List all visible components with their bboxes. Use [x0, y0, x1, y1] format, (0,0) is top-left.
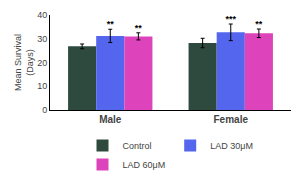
- svg-text:Mean Survival(Days): Mean Survival(Days): [13, 34, 35, 91]
- svg-text:**: **: [255, 19, 263, 29]
- svg-text:LAD 30μM: LAD 30μM: [210, 141, 253, 151]
- svg-text:Male: Male: [99, 114, 122, 125]
- svg-text:**: **: [135, 23, 143, 33]
- svg-text:Control: Control: [123, 141, 152, 151]
- svg-text:20: 20: [37, 58, 47, 68]
- svg-text:***: ***: [225, 14, 236, 24]
- svg-text:**: **: [107, 19, 115, 29]
- svg-text:30: 30: [37, 34, 47, 44]
- svg-text:40: 40: [37, 10, 47, 20]
- svg-text:LAD 60μM: LAD 60μM: [123, 160, 166, 170]
- svg-text:10: 10: [37, 81, 47, 91]
- svg-text:Female: Female: [214, 114, 249, 125]
- svg-text:0: 0: [42, 105, 47, 115]
